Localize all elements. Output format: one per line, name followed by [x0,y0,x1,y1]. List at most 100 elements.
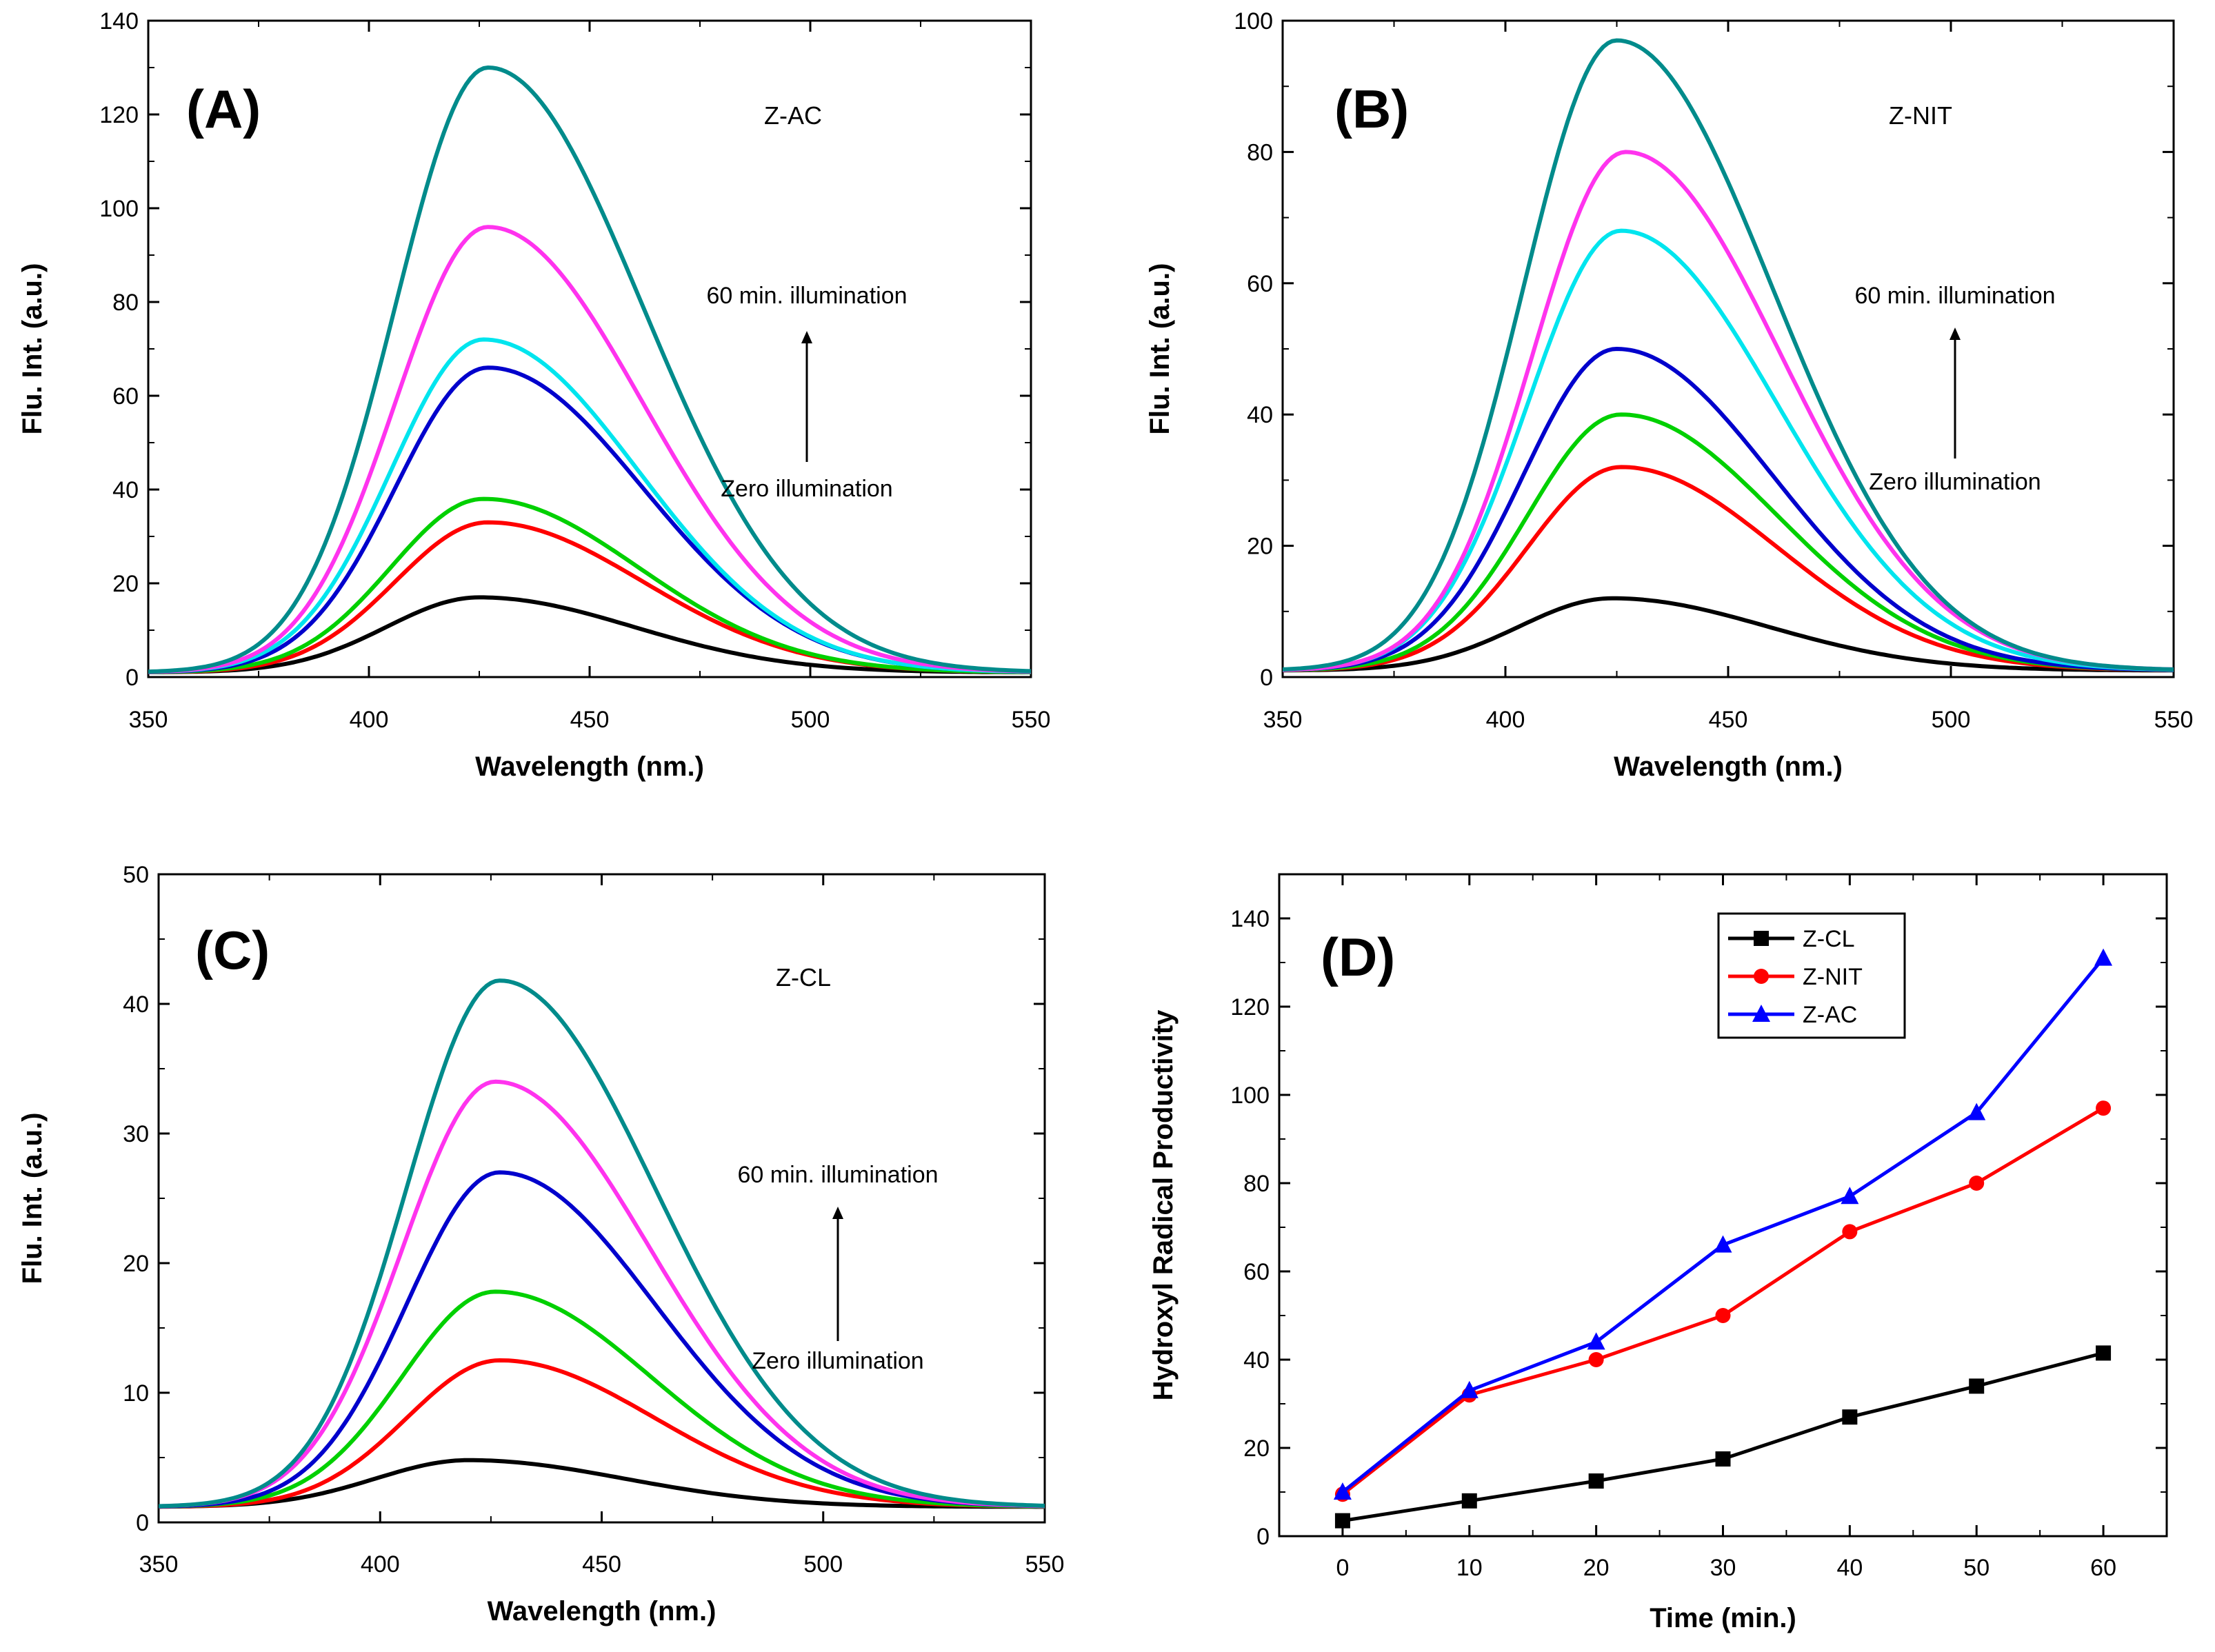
legend-label-z-nit: Z-NIT [1803,964,1863,990]
x-tick-label: 50 [1963,1555,1990,1581]
plot-area [1333,948,2113,1529]
x-tick-label: 450 [570,707,610,733]
data-point-z-nit [1715,1308,1731,1323]
arrow-head-icon [832,1207,843,1219]
data-point-z-ac [1460,1380,1479,1398]
x-tick-label: 550 [1025,1551,1065,1578]
legend-label-z-cl: Z-CL [1803,926,1855,952]
plot-frame [157,873,1046,1524]
legend-marker [1754,931,1769,946]
sample-label: Z-CL [776,963,831,991]
panel-d: 0 20 40 60 80 100 120 140 0 10 20 30 40 50 60 Time (min… [1148,873,2168,1633]
x-tick-label: 550 [1012,707,1051,733]
x-tick-label: 400 [361,1551,400,1578]
series-line-0-min [159,1458,1045,1509]
annotation-bottom: Zero illumination [1869,469,2041,495]
y-tick-label: 30 [123,1121,149,1147]
y-tick-label: 80 [1247,139,1273,165]
y-tick-label: 100 [99,196,139,222]
annotation-top: 60 min. illumination [706,283,907,309]
series-line-0-min [148,595,1031,674]
y-tick-label: 50 [123,862,149,888]
y-tick-label: 40 [1247,402,1273,428]
y-tick-label: 10 [123,1380,149,1407]
legend-marker [1754,969,1769,984]
series-line-40-min [1283,228,2174,672]
series-line-20-min [148,496,1031,674]
y-tick-label: 0 [126,665,139,691]
series-line-z-cl [1342,1351,2104,1523]
x-tick-label: 450 [1709,707,1748,733]
series-line-50-min [1283,150,2174,672]
y-tick-label: 100 [1234,8,1273,34]
data-point-z-nit [1588,1352,1604,1367]
y-axis-label: Hydroxyl Radical Productivity [1148,1009,1179,1401]
y-tick-label: 140 [1230,906,1270,932]
sample-label: Z-NIT [1889,101,1952,130]
series-line-40-min [148,337,1031,674]
plot-area [148,66,1031,674]
series-line-0-min [1283,596,2174,673]
x-tick-label: 30 [1710,1555,1736,1581]
data-point-z-nit [1969,1176,1985,1191]
annotation-top: 60 min. illumination [1854,283,2055,309]
annotation-bottom: Zero illumination [721,476,892,502]
data-point-z-ac [1967,1102,1986,1120]
data-point-z-ac [1841,1187,1859,1205]
arrow-head-icon [1950,328,1961,340]
sample-label: Z-AC [764,101,822,130]
y-tick-label: 60 [112,383,139,410]
data-point-z-ac [1333,1482,1352,1500]
x-tick-label: 550 [2154,707,2194,733]
data-point-z-nit [1842,1224,1858,1240]
x-axis-label: Wavelength (nm.) [488,1596,716,1626]
y-tick-label: 0 [1256,1524,1270,1550]
series-line-10-min [159,1358,1045,1509]
data-point-z-cl [1461,1493,1477,1509]
x-tick-label: 350 [139,1551,179,1578]
panel-c: 0 10 20 30 40 50 350 400 450 500 550 Wavelength (nm… [17,862,1064,1626]
data-point-z-ac [1714,1235,1732,1253]
y-tick-label: 40 [123,991,149,1018]
y-tick-label: 60 [1247,271,1273,297]
x-tick-label: 400 [350,707,389,733]
y-axis-label: Flu. Int. (a.u.) [17,263,48,435]
y-tick-label: 100 [1230,1082,1270,1109]
y-tick-label: 0 [1260,665,1273,691]
data-point-z-ac [2094,948,2113,966]
plot-frame [147,19,1032,678]
y-tick-label: 80 [112,290,139,316]
y-axis-label: Flu. Int. (a.u.) [17,1113,48,1285]
y-tick-label: 120 [1230,994,1270,1020]
legend: Z-CL Z-NIT Z-AC [1717,912,1906,1039]
x-tick-label: 10 [1456,1555,1483,1581]
x-tick-label: 40 [1836,1555,1863,1581]
x-tick-label: 500 [1932,707,1971,733]
plot-area [159,978,1045,1509]
y-tick-label: 140 [99,8,139,34]
panel-label: (A) [186,79,261,139]
data-point-z-nit [2096,1100,2112,1116]
data-point-z-ac [1587,1332,1605,1350]
x-tick-label: 350 [129,707,168,733]
y-tick-label: 120 [99,102,139,128]
y-tick-label: 20 [1243,1436,1270,1462]
x-tick-label: 60 [2090,1555,2116,1581]
x-tick-label: 400 [1486,707,1525,733]
x-tick-label: 500 [803,1551,843,1578]
series-line-z-nit [1341,1107,2105,1496]
y-tick-label: 40 [1243,1347,1270,1373]
y-axis-label: Flu. Int. (a.u.) [1145,263,1175,435]
annotation-bottom: Zero illumination [752,1348,923,1374]
data-point-z-cl [1842,1409,1858,1425]
series-line-60-min [148,66,1031,674]
x-axis-label: Time (min.) [1650,1603,1796,1633]
y-tick-label: 40 [112,477,139,503]
y-tick-label: 80 [1243,1171,1270,1197]
y-tick-label: 60 [1243,1259,1270,1285]
series-line-60-min [159,978,1045,1509]
series-line-50-min [148,225,1031,674]
x-tick-label: 500 [791,707,830,733]
legend-label-z-ac: Z-AC [1803,1002,1857,1028]
